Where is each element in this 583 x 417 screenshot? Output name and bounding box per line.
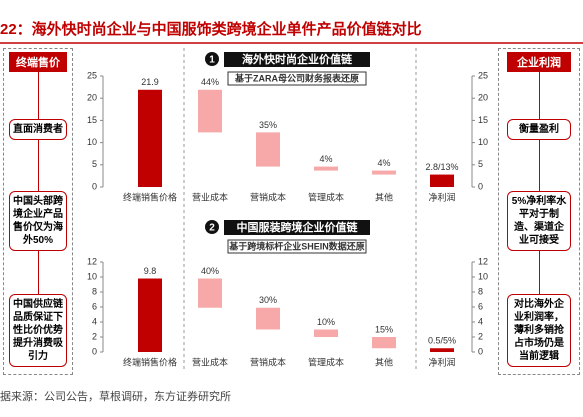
y2-tick-label: 8 [478, 286, 483, 296]
x-tick-label: 终端销售价格 [123, 356, 177, 367]
y2-tick-label: 2 [478, 331, 483, 341]
chart-subtitle-box [227, 71, 367, 86]
y-tick-label: 5 [92, 159, 97, 169]
bar-label: 40% [201, 266, 219, 276]
y-tick-label: 0 [92, 346, 97, 356]
x-tick-label: 营业成本 [192, 191, 228, 202]
x-tick-label: 净利润 [428, 191, 455, 202]
y2-tick-label: 5 [478, 159, 483, 169]
bar [256, 132, 280, 167]
panel-box: 对比海外企业利润率，薄利多销抢占市场仍是当前逻辑 [507, 294, 571, 367]
source: 据来源：公司公告，草根调研，东方证券研究所 [0, 391, 231, 403]
chart-title-box [224, 220, 370, 235]
x-tick-label: 其他 [375, 191, 393, 202]
chart-subtitle: 基于ZARA母公司财务报表还原 [234, 72, 359, 83]
chart-subtitle: 基于跨境标杆企业SHEIN数据还原 [228, 240, 365, 251]
bar-label: 0.5/5% [428, 336, 456, 346]
badge [205, 220, 219, 234]
y-tick-label: 15 [87, 115, 97, 125]
y2-tick-label: 10 [478, 271, 488, 281]
chart-title: 中国服装跨境企业价值链 [237, 220, 359, 234]
bar [430, 174, 454, 187]
left-panel: 终端售价 直面消费者 中国头部跨境企业产品售价仅为海外50% 中国供应链品质保证… [3, 48, 73, 375]
panel-header: 终端售价 [9, 52, 67, 72]
chart-title-box [224, 52, 370, 67]
y2-tick-label: 12 [478, 256, 488, 266]
bar [138, 89, 162, 187]
y-tick-label: 12 [87, 256, 97, 266]
y-tick-label: 10 [87, 271, 97, 281]
x-tick-label: 终端销售价格 [123, 191, 177, 202]
x-tick-label: 营销成本 [250, 191, 286, 202]
bar [314, 166, 338, 171]
bar-label: 10% [317, 317, 335, 327]
bar [198, 89, 222, 133]
y2-tick-label: 0 [478, 346, 483, 356]
bar-label: 15% [375, 324, 393, 334]
bar-label: 35% [259, 120, 277, 130]
panel-header: 企业利润 [507, 52, 571, 72]
bar [372, 337, 396, 349]
x-tick-label: 营业成本 [192, 356, 228, 367]
bar-label: 9.8 [144, 266, 157, 276]
bar [372, 170, 396, 175]
badge-number: 2 [209, 223, 215, 234]
y2-tick-label: 0 [478, 181, 483, 191]
page-title: 22：海外快时尚企业与中国服饰类跨境企业单件产品价值链对比 [0, 21, 422, 38]
x-tick-label: 管理成本 [308, 191, 344, 202]
bar-label: 4% [377, 158, 390, 168]
panel-box: 中国头部跨境企业产品售价仅为海外50% [9, 191, 67, 251]
y2-tick-label: 20 [478, 93, 488, 103]
y2-tick-label: 4 [478, 316, 483, 326]
bar-label: 44% [201, 77, 219, 87]
y2-tick-label: 10 [478, 137, 488, 147]
x-tick-label: 净利润 [428, 356, 455, 367]
x-tick-label: 其他 [375, 356, 393, 367]
bar [314, 329, 338, 337]
badge [205, 52, 219, 66]
bar [256, 307, 280, 330]
chart-title: 海外快时尚企业价值链 [242, 52, 353, 66]
y2-tick-label: 15 [478, 115, 488, 125]
bar-label: 2.8/13% [425, 162, 458, 172]
badge-number: 1 [209, 55, 215, 66]
bar [138, 278, 162, 352]
x-tick-label: 管理成本 [308, 356, 344, 367]
panel-box: 中国供应链品质保证下性比价优势提升消费吸引力 [9, 294, 67, 367]
x-tick-label: 营销成本 [250, 356, 286, 367]
y-tick-label: 20 [87, 93, 97, 103]
y-tick-label: 4 [92, 316, 97, 326]
bar-label: 4% [319, 154, 332, 164]
y-tick-label: 25 [87, 70, 97, 80]
chart-subtitle-box [227, 239, 367, 254]
y-tick-label: 2 [92, 331, 97, 341]
y-tick-label: 8 [92, 286, 97, 296]
y-tick-label: 10 [87, 137, 97, 147]
bar-label: 21.9 [141, 77, 159, 87]
bar [430, 348, 454, 352]
panel-box: 直面消费者 [9, 119, 67, 140]
panel-box: 衡量盈利 [507, 119, 571, 140]
y-tick-label: 6 [92, 301, 97, 311]
bar [198, 278, 222, 308]
y2-tick-label: 25 [478, 70, 488, 80]
bar-label: 30% [259, 295, 277, 305]
y2-tick-label: 6 [478, 301, 483, 311]
right-panel: 企业利润 衡量盈利 5%净利率水平对于制造、渠道企业可接受 对比海外企业利润率，… [498, 48, 580, 375]
panel-box: 5%净利率水平对于制造、渠道企业可接受 [507, 191, 571, 251]
y-tick-label: 0 [92, 181, 97, 191]
